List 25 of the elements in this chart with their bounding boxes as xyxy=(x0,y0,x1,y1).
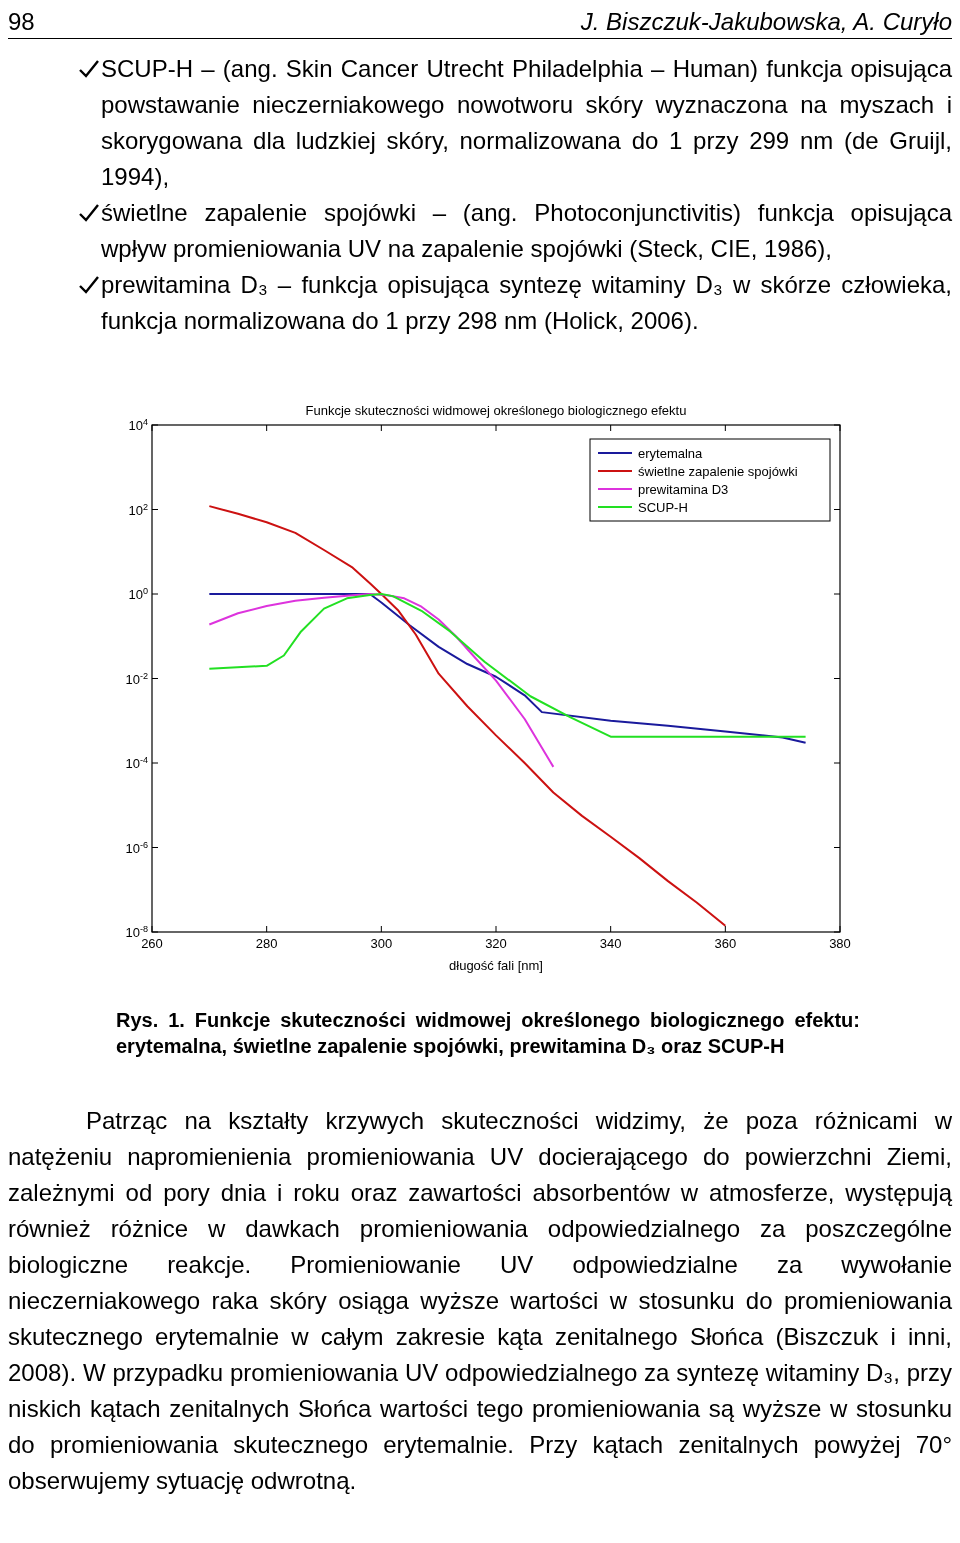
y-tick-label: 10$^{4}$ xyxy=(128,417,148,433)
x-tick-label: 340 xyxy=(599,936,622,951)
x-tick-label: 320 xyxy=(485,936,507,951)
text: J. Biszczuk-Jakubowska, A. Curyło xyxy=(580,8,952,36)
x-tick-label: 360 xyxy=(714,936,737,951)
legend-label: prewitamina D3 xyxy=(638,482,729,497)
text: Patrząc na kształty krzywych skuteczności widzimy, że poza różnicami w natężeniu napromienienia promieniowania UV docierającego do powierzchni Ziemi, zależnymi od pory dnia i roku oraz zawartości absorbentów w atmosferze, występują również różnice w dawkach promieniowania odpowiedzialnego za poszczególne biologiczne reakcje. Promieniowanie UV odpowiedzialne za wywołanie nieczerniakowego raka skóry osiąga wyższe wartości w stosunku do promieniowania skutecznego erytemalnie w całym zakresie kąta zenitalnego Słońca (Biszczuk i inni, 2008). W przypadku promieniowania UV odpowiedzialnego za syntezę witaminy D₃, przy niskich kątach zenitalnych Słońca wartości tego promieniowania są wyższe w stosunku do promieniowania skutecznego erytemalnie. Przy kątach zenitalnych powyżej 70° obserwujemy sytuację odwrotną. xyxy=(8,1107,952,1494)
x-axis-title: długość fali [nm] xyxy=(449,958,543,973)
line-series xyxy=(208,593,555,768)
y-tick-label: 10$^{2}$ xyxy=(128,501,148,518)
y-tick-label: 10$^{-6}$ xyxy=(125,839,148,856)
text: Rys. 1. Funkcje skuteczności widmowej określonego biologicznego efektu: erytemalna, świetlne zapalenie spojówki, prewitamina D₃ oraz SCUP-H xyxy=(115,1008,861,1059)
legend-label: świetlne zapalenie spojówki xyxy=(638,464,798,479)
legend-label: SCUP-H xyxy=(638,500,688,515)
y-tick-label: 10$^{-4}$ xyxy=(125,755,148,771)
legend-label: erytemalna xyxy=(638,446,704,461)
y-tick-label: 10$^{-2}$ xyxy=(125,670,148,687)
chart-title: Funkcje skuteczności widmowej określonego biologicznego efektu xyxy=(305,403,687,418)
x-tick-label: 280 xyxy=(255,936,278,951)
text: 98 xyxy=(8,8,35,36)
x-tick-label: 380 xyxy=(829,936,851,951)
text: prewitamina D₃ – funkcja opisująca syntezę witaminy D₃ w skórze człowieka, funkcja normalizowana do 1 przy 298 nm (Holick, 2006). xyxy=(101,271,952,334)
line-series xyxy=(208,505,727,927)
y-tick-label: 10$^{0}$ xyxy=(128,586,148,602)
x-tick-label: 300 xyxy=(370,936,393,951)
